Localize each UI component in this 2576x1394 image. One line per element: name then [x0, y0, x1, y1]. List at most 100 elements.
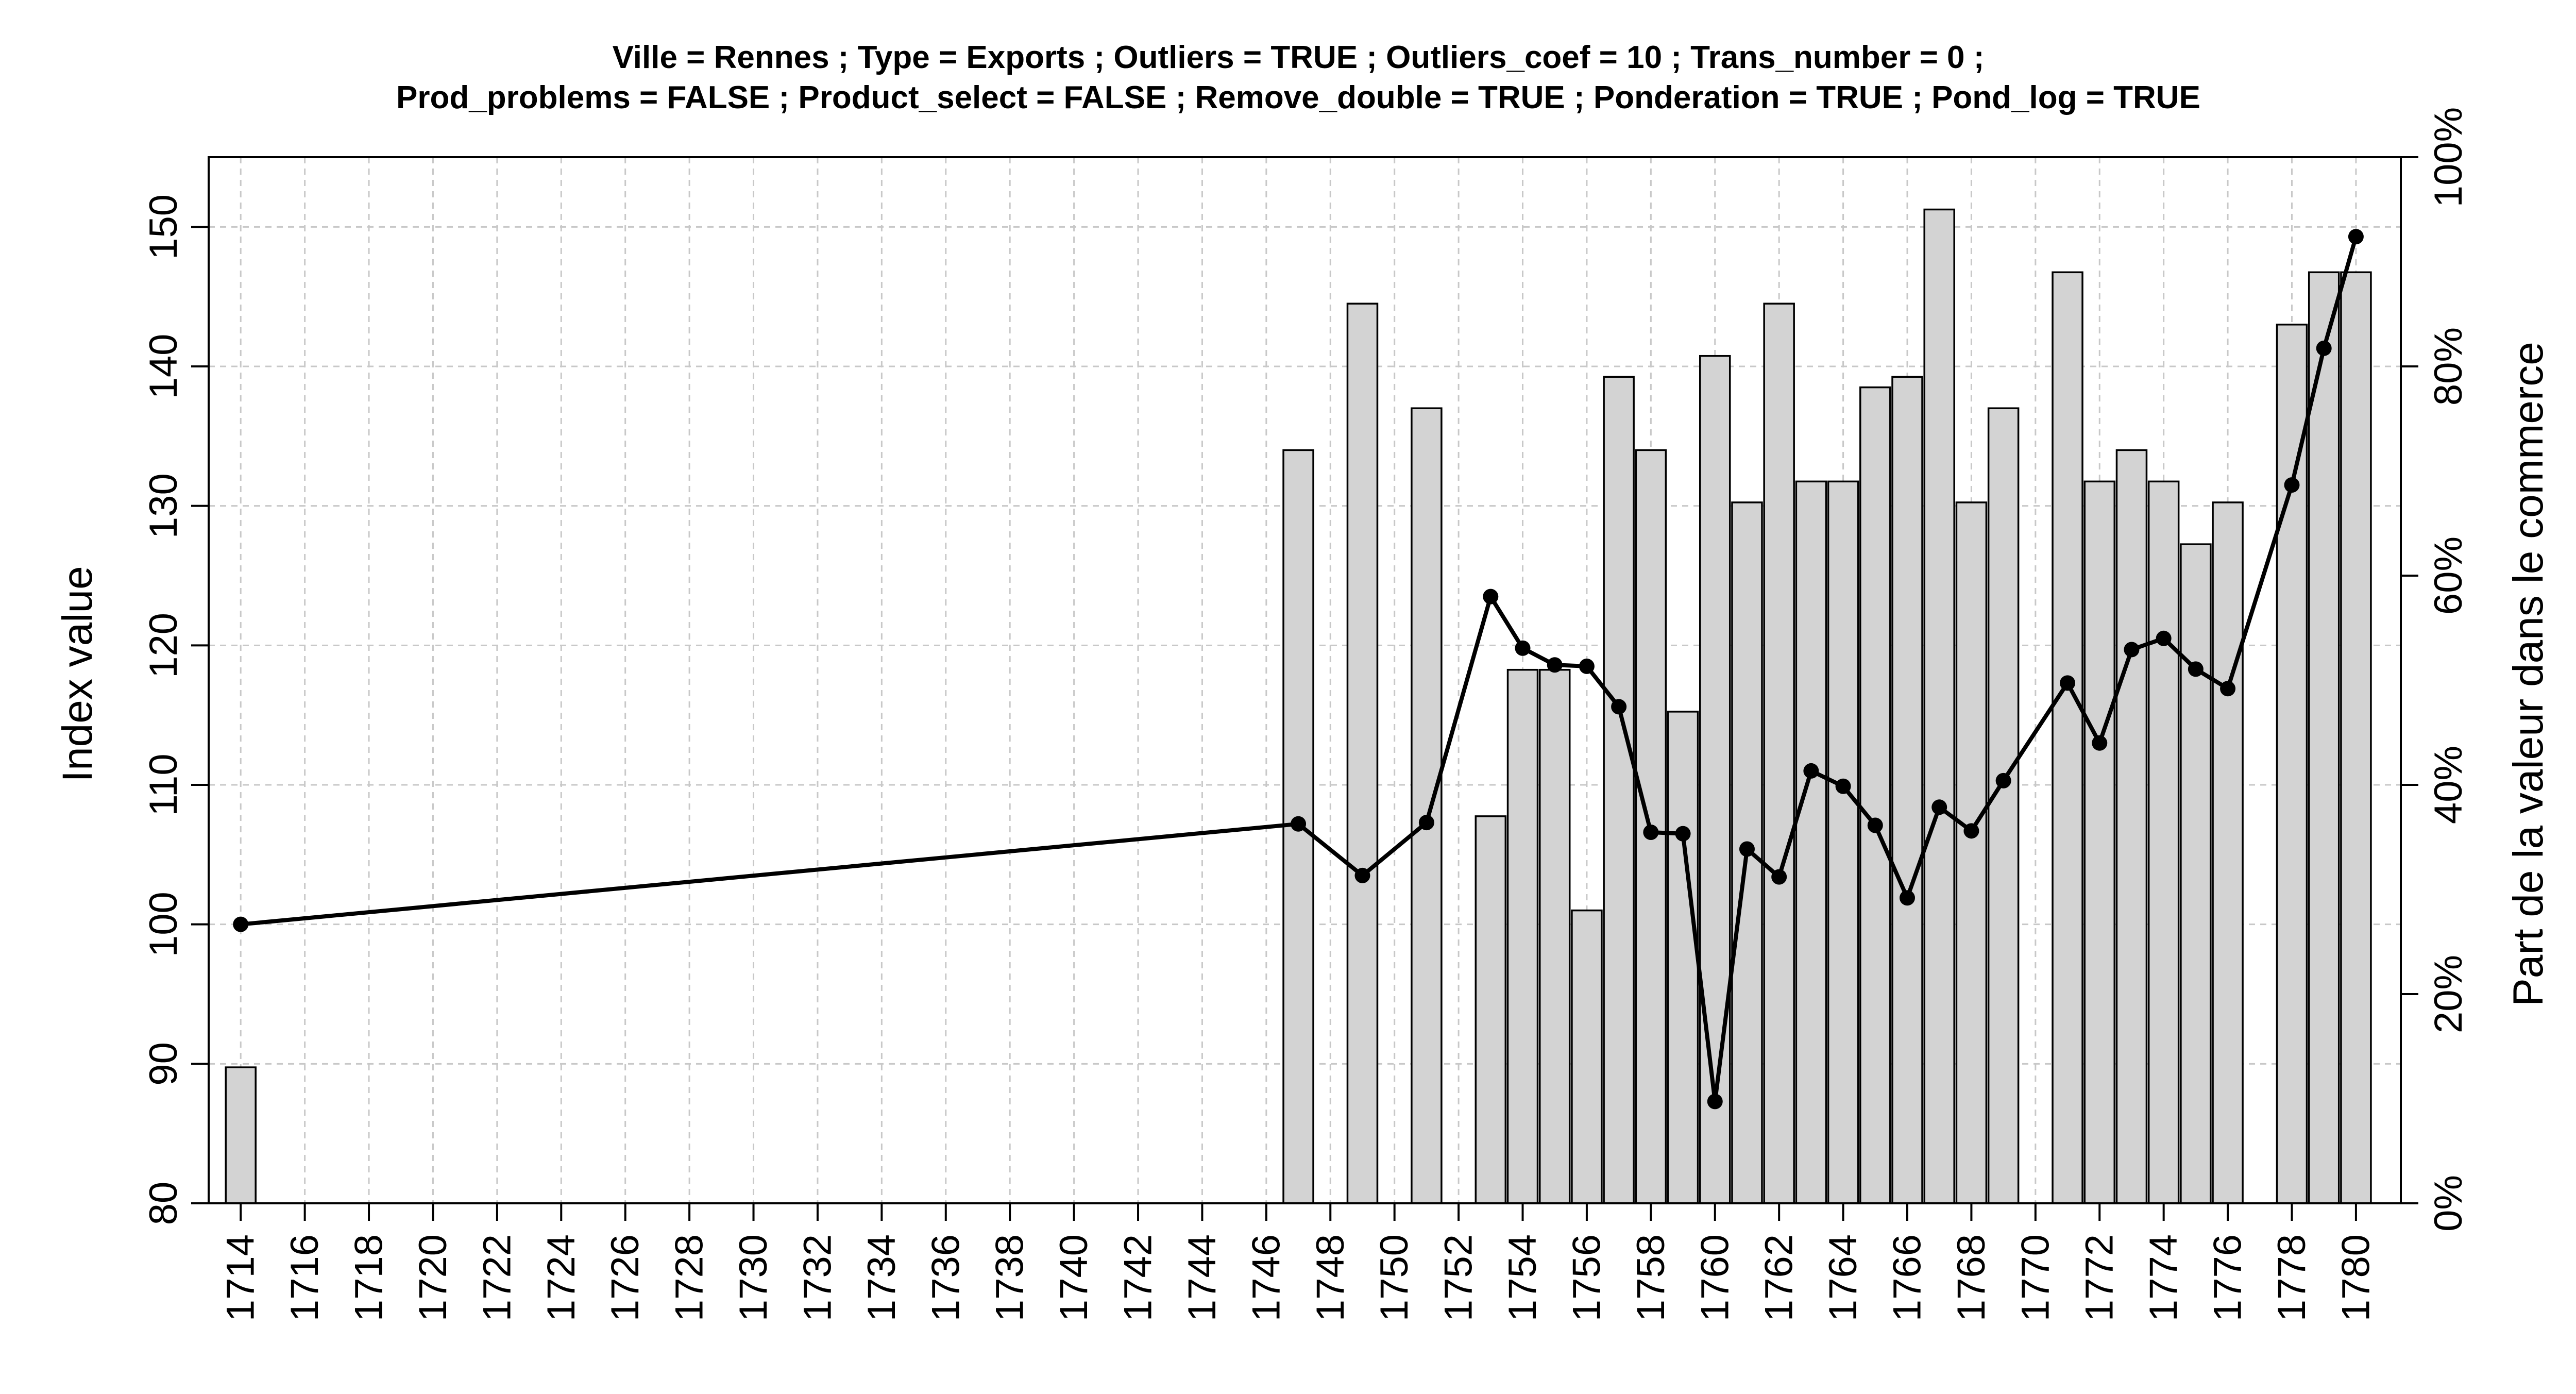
y-right-tick-label: 40% — [2427, 746, 2470, 824]
data-point — [1995, 772, 2011, 788]
y-right-tick-label: 20% — [2427, 955, 2470, 1033]
x-tick-label: 1734 — [860, 1234, 904, 1321]
x-tick-label: 1754 — [1501, 1234, 1545, 1321]
bar — [2083, 480, 2115, 1204]
data-point — [2188, 661, 2204, 677]
bar — [2115, 449, 2148, 1204]
x-tick-label: 1748 — [1309, 1234, 1352, 1321]
data-point — [1354, 867, 1370, 883]
plot-frame — [208, 156, 2402, 1204]
bar — [1827, 480, 1859, 1204]
x-tick-label: 1744 — [1180, 1234, 1224, 1321]
data-point — [1835, 778, 1851, 794]
bar — [1411, 407, 1443, 1204]
data-point — [1963, 823, 1979, 839]
bar — [2147, 480, 2180, 1204]
bar — [1699, 355, 1731, 1204]
y-left-tick-label: 130 — [142, 473, 185, 539]
bar — [1667, 711, 1699, 1204]
x-tick-label: 1726 — [603, 1234, 647, 1321]
data-point — [1707, 1094, 1723, 1110]
data-point — [1900, 890, 1916, 906]
chart-title-line-1: Ville = Rennes ; Type = Exports ; Outlie… — [613, 40, 1985, 75]
data-point — [1547, 657, 1563, 673]
x-tick-label: 1738 — [988, 1234, 1032, 1321]
x-tick-label: 1764 — [1821, 1234, 1865, 1321]
x-tick-label: 1776 — [2206, 1234, 2250, 1321]
x-tick-label: 1772 — [2078, 1234, 2122, 1321]
x-tick-label: 1722 — [475, 1234, 519, 1321]
bar — [2212, 501, 2244, 1204]
x-tick-label: 1758 — [1629, 1234, 1673, 1321]
bar — [1923, 208, 1955, 1204]
x-tick-label: 1768 — [1950, 1234, 1993, 1321]
y-left-tick-label: 90 — [142, 1042, 185, 1086]
x-tick-label: 1774 — [2142, 1234, 2185, 1321]
bar — [1538, 668, 1571, 1204]
y-right-tick-label: 0% — [2427, 1175, 2470, 1232]
data-point — [1867, 817, 1883, 833]
bar — [1987, 407, 2020, 1204]
y-right-tick-label: 80% — [2427, 327, 2470, 406]
chart-title-line-2: Prod_problems = FALSE ; Product_select =… — [396, 80, 2200, 115]
data-point — [1675, 826, 1691, 842]
axes: 1714 1716 1718 1720 1722 1724 1726 1728 1730 1732… — [142, 107, 2470, 1321]
x-tick-label: 1766 — [1886, 1234, 1929, 1321]
bar — [2180, 543, 2212, 1204]
data-point — [1579, 658, 1595, 674]
bar-series — [225, 208, 2372, 1204]
data-point — [1611, 699, 1627, 715]
line-series — [233, 229, 2364, 1110]
data-point — [2092, 735, 2108, 751]
bar — [1859, 386, 1891, 1204]
bar — [1571, 909, 1603, 1204]
data-point — [1803, 763, 1819, 779]
x-tick-label: 1714 — [219, 1234, 263, 1321]
bar — [1763, 303, 1795, 1204]
x-tick-label: 1732 — [795, 1234, 839, 1321]
y-left-tick-label: 140 — [142, 334, 185, 399]
y-right-tick-label: 100% — [2427, 107, 2470, 207]
data-point — [1771, 869, 1787, 885]
data-point — [2060, 675, 2076, 691]
x-tick-label: 1740 — [1052, 1234, 1096, 1321]
bar — [1891, 376, 1923, 1204]
bar — [1346, 303, 1379, 1204]
x-tick-label: 1718 — [347, 1234, 391, 1321]
bar — [2052, 271, 2083, 1204]
data-point — [1418, 815, 1434, 831]
x-tick-label: 1728 — [668, 1234, 711, 1321]
data-point — [1515, 640, 1531, 656]
x-tick-label: 1778 — [2270, 1234, 2314, 1321]
data-point — [1483, 589, 1499, 604]
data-point — [1739, 841, 1755, 857]
y-left-tick-label: 120 — [142, 613, 185, 678]
data-point — [2124, 642, 2140, 658]
y-axis-left-label: Index value — [54, 566, 101, 782]
bar — [1955, 501, 1988, 1204]
x-tick-label: 1730 — [732, 1234, 775, 1321]
data-point — [1291, 816, 1307, 832]
data-point — [1643, 825, 1659, 841]
x-tick-label: 1770 — [2013, 1234, 2057, 1321]
bar — [1475, 815, 1507, 1204]
bar — [1603, 376, 1635, 1204]
x-tick-label: 1742 — [1116, 1234, 1160, 1321]
x-tick-label: 1760 — [1693, 1234, 1737, 1321]
bar — [1795, 480, 1827, 1204]
y-axis-right-label: Part de la valeur dans le commerce — [2505, 342, 2552, 1006]
x-tick-label: 1724 — [539, 1234, 583, 1321]
y-right-tick-label: 60% — [2427, 536, 2470, 615]
x-tick-label: 1720 — [411, 1234, 455, 1321]
y-left-tick-label: 150 — [142, 194, 185, 260]
y-left-tick-label: 110 — [142, 753, 185, 816]
data-point — [2156, 630, 2172, 646]
data-point — [2220, 681, 2236, 697]
x-tick-label: 1780 — [2334, 1234, 2378, 1321]
data-point — [2348, 229, 2364, 245]
x-tick-label: 1716 — [283, 1234, 327, 1321]
x-tick-label: 1756 — [1565, 1234, 1608, 1321]
bar — [2276, 324, 2308, 1204]
